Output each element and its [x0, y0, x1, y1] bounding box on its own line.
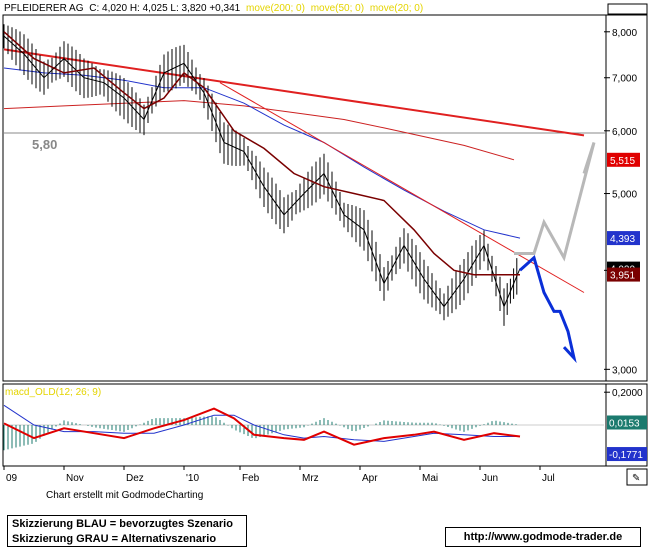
- x-tick-label: '10: [186, 473, 199, 484]
- price-badge-label: 3,951: [610, 271, 635, 282]
- ma50-label: move(50; 0): [311, 3, 364, 14]
- price-tick-label: 6,000: [612, 127, 637, 138]
- chart-settings-icon[interactable]: [626, 468, 648, 486]
- macd-badge: [607, 415, 647, 430]
- scenario-grey-path: [514, 142, 596, 262]
- chart-credit: Chart erstellt mit GodmodeCharting: [46, 490, 204, 501]
- x-tick-label: Jun: [482, 473, 498, 484]
- minor-trendline: [219, 82, 585, 293]
- macd-signal-line: [3, 404, 520, 442]
- macd-series: [3, 404, 604, 451]
- source-url[interactable]: http://www.godmode-trader.de: [445, 527, 641, 547]
- price-series: [3, 24, 596, 364]
- macd-badge: [607, 447, 647, 462]
- stock-name: PFLEIDERER AG: [4, 3, 84, 14]
- price-tick-label: 5,000: [612, 190, 637, 201]
- macd-tick-label: 0,2000: [612, 388, 643, 399]
- macd-badges: 0,2000 0,0153 -0,1771: [604, 388, 647, 462]
- legend-grey-scenario: Skizzierung GRAU = Alternativszenario: [12, 533, 217, 545]
- price-axis: [605, 14, 648, 382]
- chart-settings-glyph: ✎: [632, 473, 640, 484]
- major-trendline: [3, 48, 585, 137]
- x-tick-label: Jul: [542, 473, 555, 484]
- price-badge: [607, 231, 640, 246]
- price-line: [3, 35, 521, 309]
- scenario-blue-path: [518, 254, 577, 364]
- ma200-line: [3, 100, 515, 161]
- legend-blue-scenario: Skizzierung BLAU = bevorzugtes Szenario: [12, 518, 233, 530]
- ma20-label: move(20; 0): [370, 3, 423, 14]
- price-badge: [607, 152, 640, 167]
- price-header: PFLEIDERER AG C: 4,020 H: 4,025 L: 3,820…: [4, 3, 423, 14]
- x-tick-label: Apr: [362, 473, 378, 484]
- macd-badge-label: 0,0153: [609, 418, 640, 429]
- price-tick-label: 8,000: [612, 28, 637, 39]
- x-tick-label: Mai: [422, 473, 438, 484]
- x-tick-label: Mrz: [302, 473, 319, 484]
- macd-line: [3, 407, 521, 446]
- price-tick-label: 7,000: [612, 74, 637, 85]
- price-badge-label: 5,515: [610, 156, 635, 167]
- scenario-legend: Skizzierung BLAU = bevorzugtes Szenario …: [7, 515, 247, 547]
- x-tick-label: Dez: [126, 473, 144, 484]
- x-tick-label: Nov: [66, 473, 84, 484]
- support-label: 5,80: [32, 137, 57, 152]
- ma200-label: move(200; 0): [246, 3, 305, 14]
- x-tick-label: Feb: [242, 473, 260, 484]
- macd-label: macd_OLD(12; 26; 9): [5, 387, 101, 398]
- stock-quote: C: 4,020 H: 4,025 L: 3,820 +0,341: [89, 3, 240, 14]
- macd-badge-label: -0,1771: [609, 450, 643, 461]
- ma20-line: [3, 31, 520, 276]
- x-tick-labels: 09 Nov Dez '10 Feb Mrz Apr Mai Jun Jul: [3, 466, 555, 484]
- scroll-marker[interactable]: [607, 3, 648, 15]
- price-badge: [607, 267, 640, 282]
- price-badge-label: 4,393: [610, 234, 635, 245]
- price-tick-label: 3,000: [612, 365, 637, 376]
- x-tick-label: 09: [6, 473, 18, 484]
